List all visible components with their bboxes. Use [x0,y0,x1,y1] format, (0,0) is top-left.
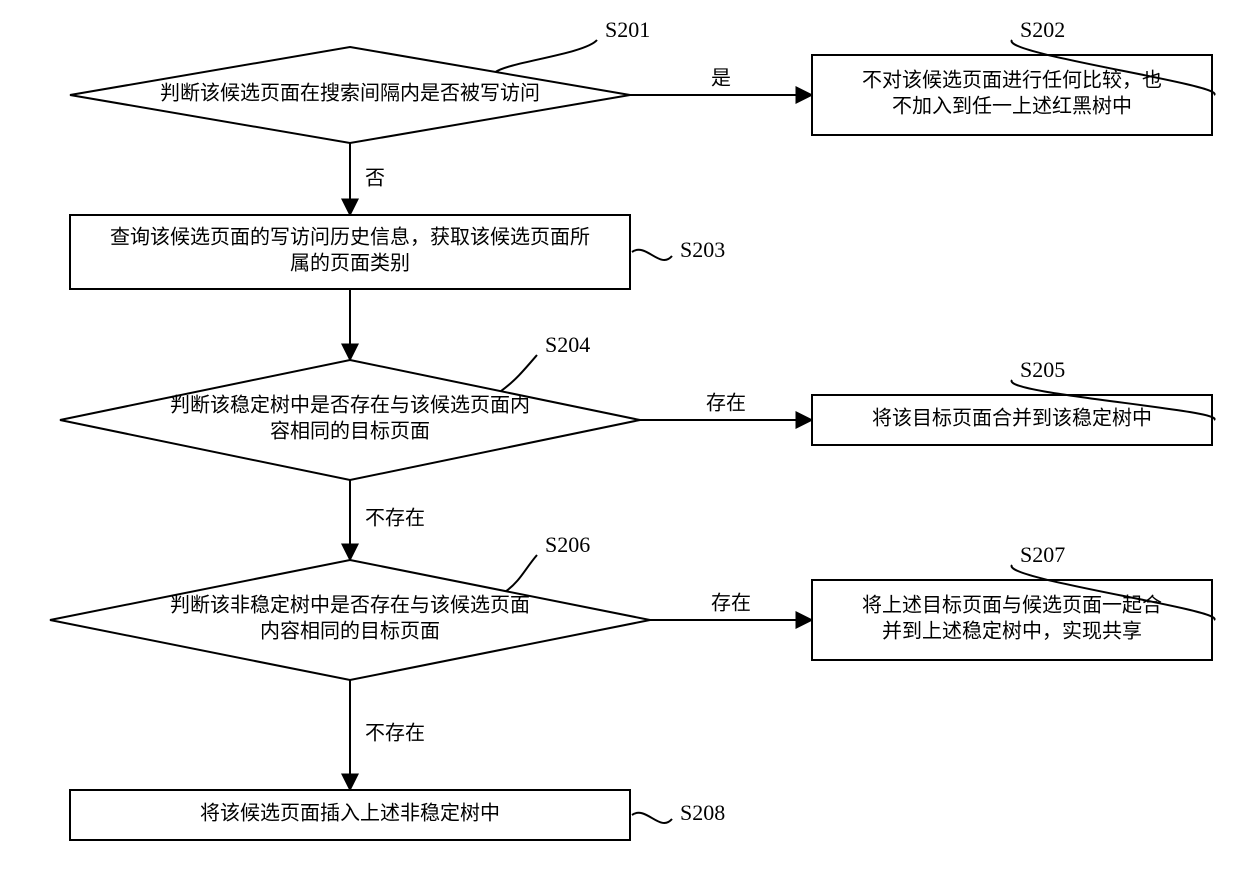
node-s207: 将上述目标页面与候选页面一起合并到上述稳定树中，实现共享 [812,580,1212,660]
step-label-s204: S204 [501,332,590,391]
svg-text:将该目标页面合并到该稳定树中: 将该目标页面合并到该稳定树中 [872,407,1152,430]
node-s208: 将该候选页面插入上述非稳定树中 [70,790,630,840]
edge-s201_no: 否 [350,143,385,215]
svg-text:查询该候选页面的写访问历史信息，获取该候选页面所: 查询该候选页面的写访问历史信息，获取该候选页面所 [110,226,590,249]
svg-text:不存在: 不存在 [365,722,425,745]
svg-text:将该候选页面插入上述非稳定树中: 将该候选页面插入上述非稳定树中 [200,802,500,825]
svg-text:不存在: 不存在 [365,507,425,530]
edge-s201_yes: 是 [630,68,812,95]
nodes-layer: 判断该候选页面在搜索间隔内是否被写访问 不对该候选页面进行任何比较，也不加入到任一… [50,47,1212,840]
svg-text:存在: 存在 [711,592,751,615]
svg-text:容相同的目标页面: 容相同的目标页面 [270,420,430,443]
step-label-s208: S208 [632,800,725,825]
edge-s206_yes: 存在 [650,592,812,620]
svg-text:S208: S208 [680,800,725,825]
svg-text:属的页面类别: 属的页面类别 [290,252,410,275]
node-s206: 判断该非稳定树中是否存在与该候选页面内容相同的目标页面 [50,560,650,680]
svg-text:不加入到任一上述红黑树中: 不加入到任一上述红黑树中 [892,95,1132,118]
svg-text:S201: S201 [605,17,650,42]
flowchart-canvas: 是否存在不存在存在不存在 判断该候选页面在搜索间隔内是否被写访问不对该候选页面进… [0,0,1240,883]
svg-text:否: 否 [365,168,385,190]
node-s202: 不对该候选页面进行任何比较，也不加入到任一上述红黑树中 [812,55,1212,135]
svg-text:S206: S206 [545,532,590,557]
svg-text:并到上述稳定树中，实现共享: 并到上述稳定树中，实现共享 [882,620,1142,643]
svg-text:S207: S207 [1020,542,1065,567]
edge-s204_yes: 存在 [640,392,812,420]
svg-text:内容相同的目标页面: 内容相同的目标页面 [260,620,440,643]
step-label-s201: S201 [496,17,651,72]
edge-s206_no: 不存在 [350,680,425,790]
svg-text:S202: S202 [1020,17,1065,42]
svg-text:判断该稳定树中是否存在与该候选页面内: 判断该稳定树中是否存在与该候选页面内 [170,394,530,417]
svg-text:将上述目标页面与候选页面一起合: 将上述目标页面与候选页面一起合 [862,594,1162,617]
svg-text:判断该非稳定树中是否存在与该候选页面: 判断该非稳定树中是否存在与该候选页面 [170,594,530,617]
node-s203: 查询该候选页面的写访问历史信息，获取该候选页面所属的页面类别 [70,215,630,289]
svg-text:存在: 存在 [706,392,746,415]
node-s205: 将该目标页面合并到该稳定树中 [812,395,1212,445]
svg-text:不对该候选页面进行任何比较，也: 不对该候选页面进行任何比较，也 [862,69,1162,92]
edge-s204_no: 不存在 [350,480,425,560]
svg-text:S205: S205 [1020,357,1065,382]
svg-text:是: 是 [711,68,731,90]
svg-text:判断该候选页面在搜索间隔内是否被写访问: 判断该候选页面在搜索间隔内是否被写访问 [160,82,540,105]
svg-text:S204: S204 [545,332,590,357]
step-label-s203: S203 [632,237,725,262]
svg-text:S203: S203 [680,237,725,262]
node-s201: 判断该候选页面在搜索间隔内是否被写访问 [70,47,630,143]
node-s204: 判断该稳定树中是否存在与该候选页面内容相同的目标页面 [60,360,640,480]
step-label-s206: S206 [506,532,590,591]
